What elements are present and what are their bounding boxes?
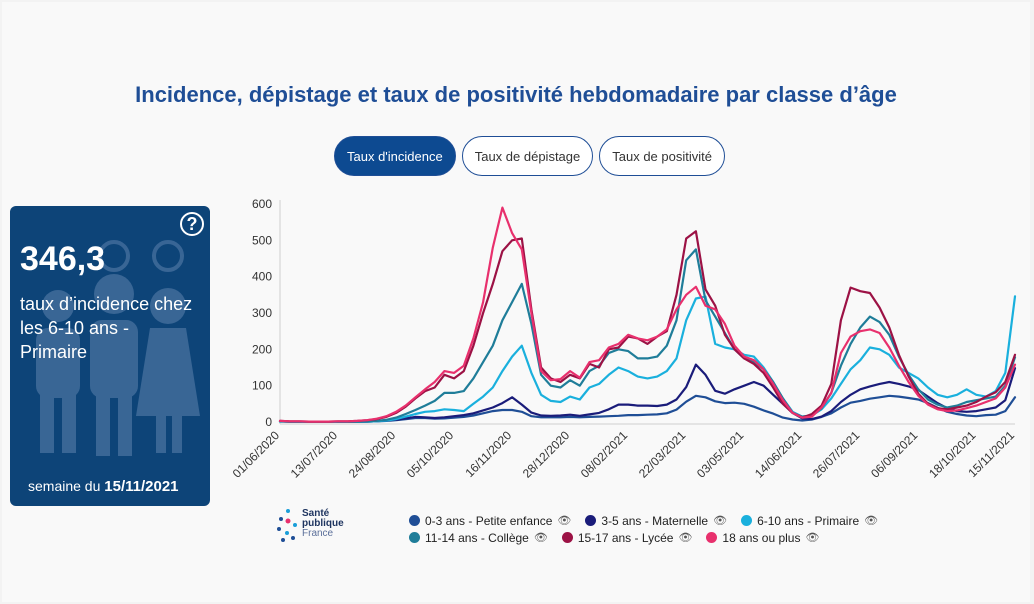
kpi-week-date: 15/11/2021 <box>104 478 179 495</box>
legend-dot <box>585 515 597 526</box>
eye-icon[interactable]: 👁 <box>864 515 879 527</box>
y-tick-label: 600 <box>252 197 272 211</box>
logo-line3: France <box>302 528 334 539</box>
legend-item-15-17[interactable]: 15-17 ans - Lycée 👁 <box>561 530 693 545</box>
tab-positivite[interactable]: Taux de positivité <box>599 136 725 176</box>
x-tick-label: 26/07/2021 <box>810 428 863 481</box>
children-illustration-icon <box>36 240 200 456</box>
kpi-value: 346,3 <box>20 240 106 278</box>
legend-label: 0-3 ans - Petite enfance <box>425 513 553 528</box>
x-tick-label: 01/06/2020 <box>230 428 283 481</box>
x-tick-label: 14/06/2021 <box>752 428 805 481</box>
x-tick-label: 06/09/2021 <box>868 428 921 481</box>
legend-dot <box>409 532 420 543</box>
x-tick-label: 13/07/2020 <box>288 428 341 481</box>
legend-label: 3-5 ans - Maternelle <box>601 513 709 528</box>
x-tick-label: 05/10/2020 <box>404 428 457 481</box>
series-line-3 <box>278 248 1017 423</box>
legend-item-6-10[interactable]: 6-10 ans - Primaire 👁 <box>741 514 878 528</box>
legend-label: 6-10 ans - Primaire <box>757 513 860 528</box>
series-line-0 <box>278 394 1017 423</box>
y-tick-label: 100 <box>252 379 272 393</box>
legend-dot <box>561 532 573 543</box>
series-line-5 <box>278 206 1017 423</box>
legend-dot <box>409 515 420 526</box>
series-line-4 <box>278 230 1017 423</box>
page-title: Incidence, dépistage et taux de positivi… <box>135 82 897 107</box>
series-line-1 <box>278 363 1017 423</box>
legend-dot <box>741 515 753 526</box>
legend-label: 18 ans ou plus <box>722 530 801 545</box>
logo-line1: Santé <box>302 508 330 519</box>
x-tick-label: 16/11/2020 <box>462 428 514 480</box>
series-line-2 <box>278 295 1017 423</box>
y-tick-label: 200 <box>252 342 272 356</box>
tab-depistage[interactable]: Taux de dépistage <box>461 136 594 176</box>
legend-item-0-3[interactable]: 0-3 ans - Petite enfance 👁 <box>409 514 571 528</box>
eye-icon[interactable]: 👁 <box>678 532 693 544</box>
y-tick-label: 0 <box>265 415 272 429</box>
x-tick-label: 24/08/2020 <box>346 428 399 481</box>
legend-label: 11-14 ans - Collège <box>425 530 529 545</box>
help-icon[interactable]: ? <box>180 212 204 236</box>
x-tick-label: 22/03/2021 <box>636 428 689 481</box>
eye-icon[interactable]: 👁 <box>533 532 548 544</box>
kpi-label: taux d’incidence chez les 6-10 ans - Pri… <box>20 294 193 362</box>
y-tick-label: 300 <box>252 306 272 320</box>
logo-text: Santé publique France <box>302 509 344 539</box>
eye-icon[interactable]: 👁 <box>805 532 820 544</box>
y-tick-label: 400 <box>252 270 272 284</box>
tab-incidence[interactable]: Taux d'incidence <box>334 136 456 176</box>
metric-tabs: Taux d'incidence Taux de dépistage Taux … <box>334 136 725 176</box>
x-tick-label: 03/05/2021 <box>694 428 747 481</box>
eye-icon[interactable]: 👁 <box>557 515 572 527</box>
y-tick-label: 500 <box>252 233 272 247</box>
eye-icon[interactable]: 👁 <box>713 515 728 527</box>
logo-line2: publique <box>302 518 344 529</box>
legend-item-3-5[interactable]: 3-5 ans - Maternelle 👁 <box>585 514 727 528</box>
kpi-week-prefix: semaine du <box>28 478 101 494</box>
x-tick-label: 08/02/2021 <box>578 428 631 481</box>
legend-item-18-plus[interactable]: 18 ans ou plus 👁 <box>706 531 819 545</box>
legend-dot <box>706 532 718 543</box>
legend-item-11-14[interactable]: 11-14 ans - Collège 👁 <box>409 531 548 545</box>
x-tick-label: 28/12/2020 <box>520 428 573 481</box>
kpi-week: semaine du 15/11/2021 <box>28 478 179 495</box>
kpi-card: ? 346,3 taux d’incidence chez les 6-10 a… <box>10 206 210 506</box>
sante-publique-logo-icon <box>277 509 297 542</box>
legend-label: 15-17 ans - Lycée <box>577 530 674 545</box>
chart-legend: 0-3 ans - Petite enfance 👁 3-5 ans - Mate… <box>409 512 878 546</box>
